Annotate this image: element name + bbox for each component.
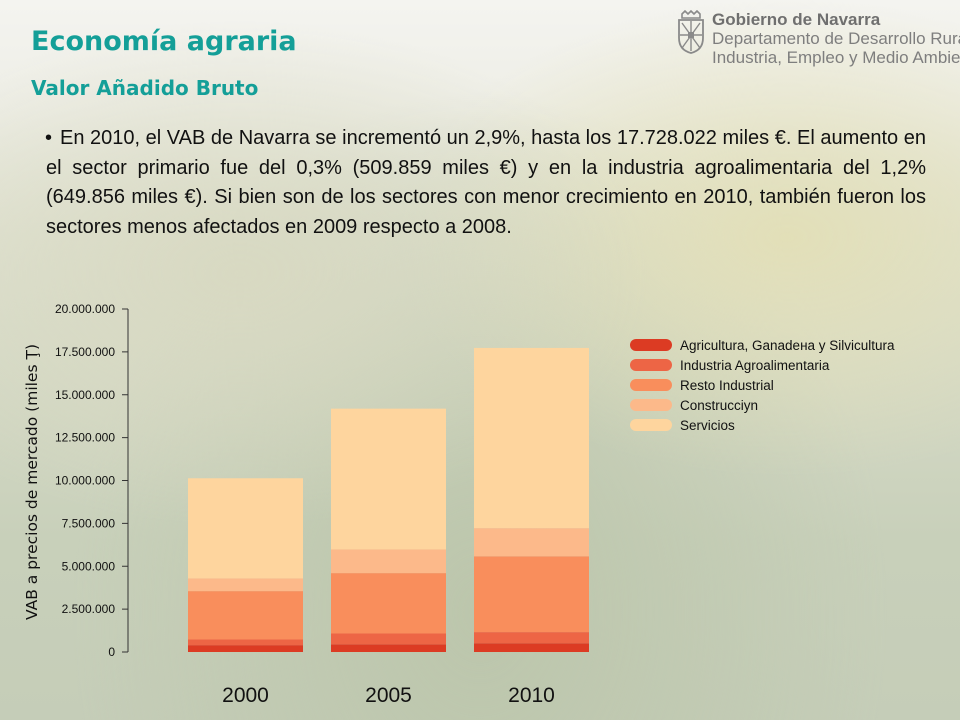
vab-stacked-bar-chart: 0 2.500.000 5.000.000 7.500.000 10.000.000 12… xyxy=(23,302,895,707)
bar-stacks xyxy=(188,347,589,652)
summary-paragraph-text: En 2010, el VAB de Navarra se incrementó… xyxy=(46,127,926,238)
page-title: Economía agraria xyxy=(31,26,297,57)
y-tick-label: 5.000.000 xyxy=(62,559,116,573)
chart-legend: Agricultura, Ganadeнa y Silvicultura Indu… xyxy=(630,338,895,433)
bar-segment xyxy=(188,478,303,579)
y-axis-label: VAB a precios de mercado (miles Ţ) xyxy=(23,344,41,620)
legend-label: Resto Industrial xyxy=(680,378,774,393)
bar-segment xyxy=(188,639,303,646)
page-subtitle: Valor Añadido Bruto xyxy=(31,76,259,100)
bar-segment xyxy=(474,528,589,557)
y-tick-label: 2.500.000 xyxy=(62,602,116,616)
bar-segment xyxy=(331,408,446,550)
bar-segment xyxy=(188,645,303,652)
legend-swatch xyxy=(630,339,672,351)
legend-swatch xyxy=(630,359,672,371)
summary-paragraph: • En 2010, el VAB de Navarra se incremen… xyxy=(45,124,926,242)
bar-segment xyxy=(331,644,446,652)
bar-segment xyxy=(331,549,446,574)
logo-line-3: Industria, Empleo y Medio Ambiente xyxy=(712,48,960,67)
legend-swatch xyxy=(630,399,672,411)
legend-swatch xyxy=(630,379,672,391)
legend-label: Construcciуn xyxy=(680,398,758,413)
x-axis: 2000 2005 2010 xyxy=(222,684,555,707)
legend-swatch xyxy=(630,419,672,431)
bar-segment xyxy=(474,643,589,652)
legend-label: Servicios xyxy=(680,418,735,433)
bar-segment xyxy=(474,556,589,633)
y-tick-label: 20.000.000 xyxy=(55,302,115,316)
bar-segment xyxy=(188,578,303,592)
legend-label: Agricultura, Ganadeнa y Silvicultura xyxy=(680,338,895,353)
navarra-coat-of-arms-icon xyxy=(678,10,704,54)
y-axis: 0 2.500.000 5.000.000 7.500.000 10.000.000 12… xyxy=(55,302,129,659)
bar-segment xyxy=(188,591,303,640)
y-tick-label: 17.500.000 xyxy=(55,345,115,359)
bar-segment xyxy=(474,632,589,644)
x-tick-label: 2005 xyxy=(365,684,412,707)
y-tick-label: 12.500.000 xyxy=(55,431,115,445)
y-tick-label: 10.000.000 xyxy=(55,474,115,488)
bar-segment xyxy=(331,573,446,634)
logo-line-1: Gobierno de Navarra xyxy=(712,10,881,29)
bar-stack-2010 xyxy=(474,347,589,652)
legend-label: Industria Agroalimentaria xyxy=(680,358,830,373)
y-tick-label: 0 xyxy=(108,645,115,659)
logo-line-2: Departamento de Desarrollo Rural, xyxy=(712,29,960,48)
x-tick-label: 2000 xyxy=(222,684,269,707)
gobierno-navarra-logo: Gobierno de Navarra Departamento de Desa… xyxy=(676,10,960,70)
y-tick-label: 15.000.000 xyxy=(55,388,115,402)
bar-stack-2000 xyxy=(188,478,303,652)
bar-segment xyxy=(474,347,589,529)
bar-segment xyxy=(331,633,446,645)
bar-stack-2005 xyxy=(331,408,446,652)
y-tick-label: 7.500.000 xyxy=(62,516,116,530)
bullet-mark: • xyxy=(45,127,53,149)
x-tick-label: 2010 xyxy=(508,684,555,707)
